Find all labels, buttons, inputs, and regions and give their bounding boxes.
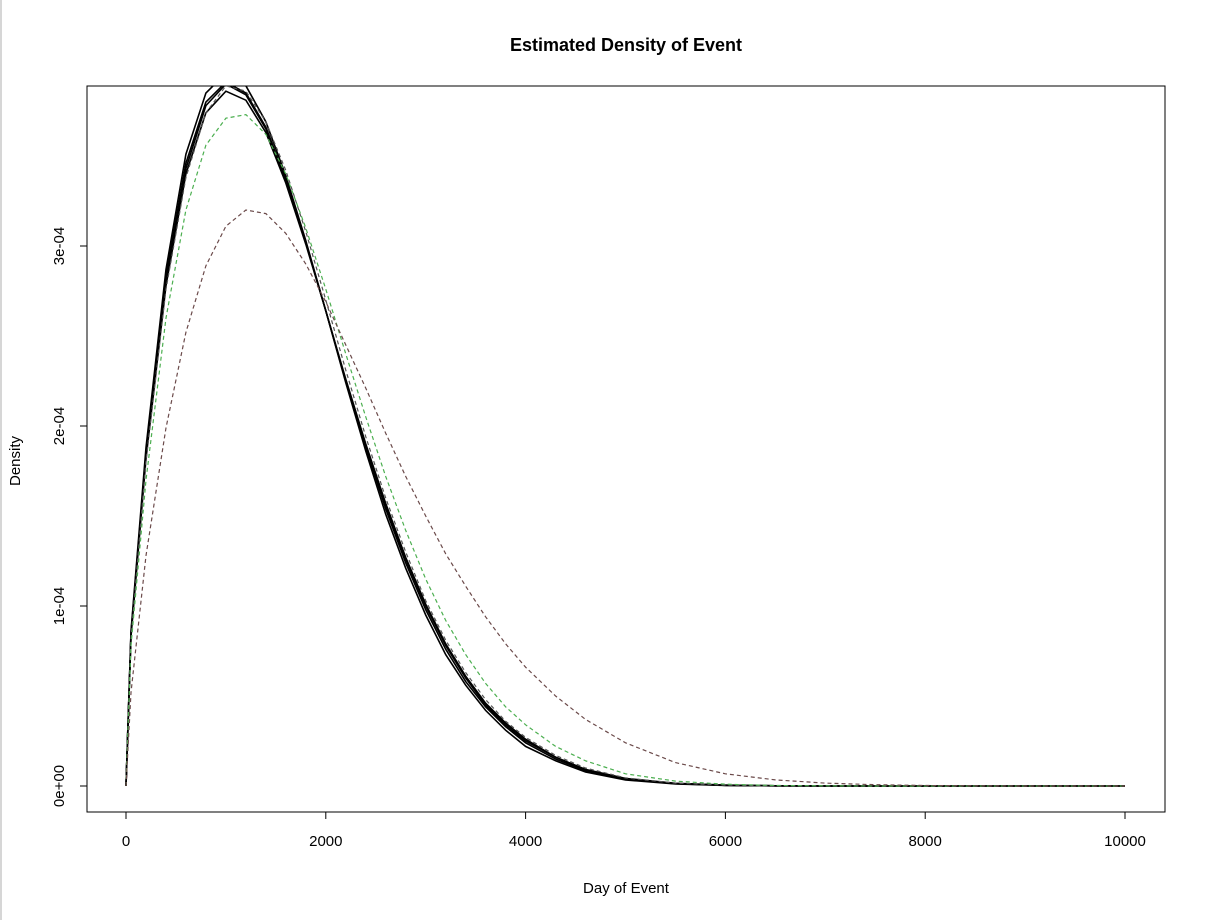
series-line-7 (125, 209, 1125, 787)
x-tick-label: 4000 (509, 833, 542, 850)
x-tick-label: 6000 (709, 833, 742, 850)
plot-frame (86, 85, 1166, 813)
series-line-1 (125, 86, 1125, 787)
x-tick-label: 8000 (909, 833, 942, 850)
y-tick-label: 2e-04 (51, 407, 68, 445)
y-axis: 0e+00 1e-04 2e-04 3e-04 (51, 227, 87, 807)
y-tick-label: 0e+00 (51, 765, 68, 807)
chart-title: Estimated Density of Event (510, 35, 742, 55)
y-tick-label: 3e-04 (51, 227, 68, 265)
series-line-4 (125, 86, 1125, 787)
x-tick-label: 0 (122, 833, 130, 850)
x-tick-label: 10000 (1104, 833, 1146, 850)
series-group (125, 86, 1125, 787)
series-line-6 (125, 113, 1125, 787)
y-tick-label: 1e-04 (51, 587, 68, 625)
x-axis: 0 2000 4000 6000 8000 10000 (122, 812, 1146, 850)
x-axis-label: Day of Event (583, 880, 670, 897)
window-edge (0, 0, 2, 920)
y-axis-label: Density (7, 435, 24, 486)
series-line-3 (125, 90, 1125, 787)
x-tick-label: 2000 (309, 833, 342, 850)
series-line-5 (125, 86, 1125, 787)
series-line-2 (125, 86, 1125, 787)
